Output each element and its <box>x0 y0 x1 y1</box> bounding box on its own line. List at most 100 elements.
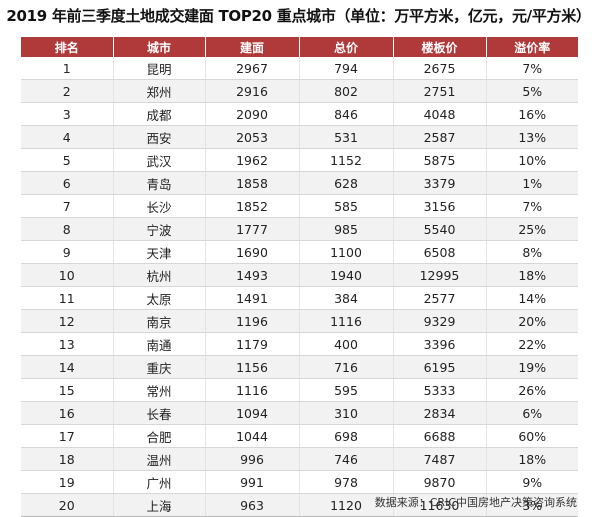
table-row: 20 上海 963 1120 11630 3% <box>21 493 578 517</box>
cell-premium-rate: 25% <box>486 217 578 241</box>
cell-city: 温州 <box>113 447 206 471</box>
cell-floor-price: 2751 <box>393 79 487 103</box>
cell-floor-price: 7487 <box>393 447 487 471</box>
header-rank: 排名 <box>21 37 114 57</box>
table-row: 7 长沙 1852 585 3156 7% <box>21 194 578 218</box>
cell-premium-rate: 3% <box>486 493 578 517</box>
table-row: 8 宁波 1777 985 5540 25% <box>21 217 578 241</box>
cell-city: 合肥 <box>113 424 206 448</box>
cell-city: 西安 <box>113 125 206 149</box>
cell-rank: 2 <box>21 79 114 103</box>
cell-city: 杭州 <box>113 263 206 287</box>
cell-total-price: 400 <box>299 332 394 356</box>
cell-premium-rate: 18% <box>486 447 578 471</box>
cell-premium-rate: 14% <box>486 286 578 310</box>
cell-area: 1852 <box>205 194 300 218</box>
cell-rank: 19 <box>21 470 114 494</box>
cell-total-price: 531 <box>299 125 394 149</box>
table-row: 6 青岛 1858 628 3379 1% <box>21 171 578 195</box>
cell-floor-price: 2675 <box>393 57 487 80</box>
cell-area: 2090 <box>205 102 300 126</box>
cell-rank: 7 <box>21 194 114 218</box>
table-row: 14 重庆 1156 716 6195 19% <box>21 355 578 379</box>
cell-city: 南京 <box>113 309 206 333</box>
cell-city: 天津 <box>113 240 206 264</box>
header-area: 建面 <box>205 37 300 57</box>
cell-area: 1116 <box>205 378 300 402</box>
cell-premium-rate: 26% <box>486 378 578 402</box>
cell-rank: 1 <box>21 57 114 80</box>
cell-total-price: 985 <box>299 217 394 241</box>
cell-area: 2967 <box>205 57 300 80</box>
cell-premium-rate: 13% <box>486 125 578 149</box>
cell-rank: 8 <box>21 217 114 241</box>
cell-floor-price: 3156 <box>393 194 487 218</box>
cell-city: 太原 <box>113 286 206 310</box>
header-city: 城市 <box>113 37 206 57</box>
table-row: 9 天津 1690 1100 6508 8% <box>21 240 578 264</box>
cell-total-price: 1152 <box>299 148 394 172</box>
cell-floor-price: 5333 <box>393 378 487 402</box>
cell-total-price: 1100 <box>299 240 394 264</box>
cell-city: 武汉 <box>113 148 206 172</box>
cell-city: 昆明 <box>113 57 206 80</box>
cell-floor-price: 4048 <box>393 102 487 126</box>
table-title: 2019 年前三季度土地成交建面 TOP20 重点城市（单位：万平方米，亿元，元… <box>6 7 591 25</box>
cell-floor-price: 5875 <box>393 148 487 172</box>
cell-premium-rate: 7% <box>486 194 578 218</box>
cell-rank: 5 <box>21 148 114 172</box>
cell-city: 青岛 <box>113 171 206 195</box>
cell-premium-rate: 7% <box>486 57 578 80</box>
table-row: 4 西安 2053 531 2587 13% <box>21 125 578 149</box>
cell-total-price: 384 <box>299 286 394 310</box>
table-row: 1 昆明 2967 794 2675 7% <box>21 57 578 80</box>
cell-floor-price: 6508 <box>393 240 487 264</box>
cell-total-price: 978 <box>299 470 394 494</box>
table-row: 15 常州 1116 595 5333 26% <box>21 378 578 402</box>
cell-city: 长春 <box>113 401 206 425</box>
cell-city: 上海 <box>113 493 206 517</box>
cell-rank: 11 <box>21 286 114 310</box>
cell-floor-price: 5540 <box>393 217 487 241</box>
cell-floor-price: 9329 <box>393 309 487 333</box>
cell-floor-price: 6688 <box>393 424 487 448</box>
cell-premium-rate: 5% <box>486 79 578 103</box>
cell-floor-price: 2587 <box>393 125 487 149</box>
cell-rank: 20 <box>21 493 114 517</box>
cell-premium-rate: 10% <box>486 148 578 172</box>
table-row: 5 武汉 1962 1152 5875 10% <box>21 148 578 172</box>
table-row: 16 长春 1094 310 2834 6% <box>21 401 578 425</box>
cell-rank: 9 <box>21 240 114 264</box>
table-body: 1 昆明 2967 794 2675 7% 2 郑州 2916 802 2751 5% 3 成都 2090 8… <box>21 57 578 517</box>
cell-rank: 4 <box>21 125 114 149</box>
table-row: 18 温州 996 746 7487 18% <box>21 447 578 471</box>
cell-total-price: 310 <box>299 401 394 425</box>
table-row: 3 成都 2090 846 4048 16% <box>21 102 578 126</box>
cell-area: 1491 <box>205 286 300 310</box>
cell-rank: 12 <box>21 309 114 333</box>
cell-area: 1196 <box>205 309 300 333</box>
cell-premium-rate: 8% <box>486 240 578 264</box>
table-row: 11 太原 1491 384 2577 14% <box>21 286 578 310</box>
cell-area: 2053 <box>205 125 300 149</box>
cell-city: 重庆 <box>113 355 206 379</box>
cell-floor-price: 6195 <box>393 355 487 379</box>
cell-premium-rate: 60% <box>486 424 578 448</box>
cell-premium-rate: 1% <box>486 171 578 195</box>
cell-floor-price: 9870 <box>393 470 487 494</box>
cell-area: 1094 <box>205 401 300 425</box>
cell-area: 963 <box>205 493 300 517</box>
cell-floor-price: 3396 <box>393 332 487 356</box>
cell-area: 1777 <box>205 217 300 241</box>
cell-premium-rate: 6% <box>486 401 578 425</box>
cell-rank: 16 <box>21 401 114 425</box>
data-source-note: 数据来源：CRIC中国房地产决策咨询系统 <box>374 496 577 509</box>
cell-total-price: 846 <box>299 102 394 126</box>
cell-floor-price: 2834 <box>393 401 487 425</box>
cell-city: 宁波 <box>113 217 206 241</box>
cell-total-price: 1940 <box>299 263 394 287</box>
cell-city: 成都 <box>113 102 206 126</box>
cell-total-price: 794 <box>299 57 394 80</box>
cell-total-price: 716 <box>299 355 394 379</box>
cell-premium-rate: 19% <box>486 355 578 379</box>
